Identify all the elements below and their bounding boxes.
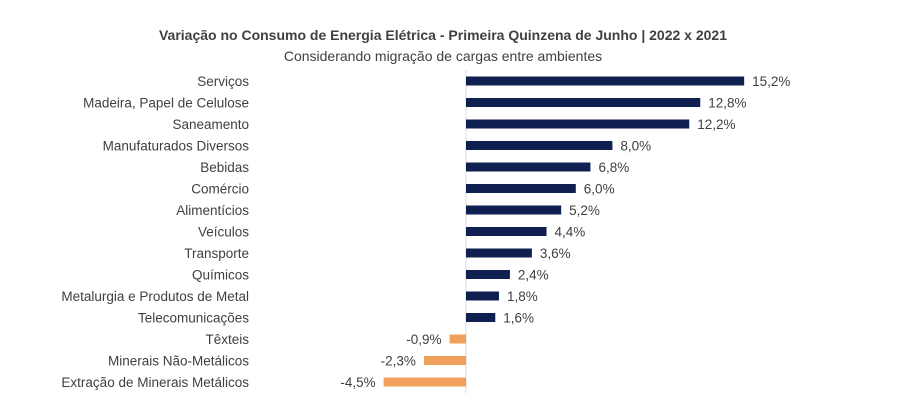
data-label: 4,4% <box>555 225 586 240</box>
data-label: 8,0% <box>620 139 651 154</box>
category-label: Bebidas <box>200 160 249 175</box>
category-label: Manufaturados Diversos <box>103 139 250 154</box>
bar <box>466 184 576 193</box>
bar <box>449 334 466 344</box>
data-label: 1,6% <box>503 311 534 326</box>
category-label: Alimentícios <box>176 203 249 218</box>
bar <box>466 76 745 86</box>
bar <box>466 98 701 107</box>
bar <box>466 227 547 236</box>
data-label: 12,8% <box>708 96 746 111</box>
category-label: Madeira, Papel de Celulose <box>83 96 249 111</box>
bar <box>466 270 510 279</box>
bar <box>466 313 496 322</box>
bar <box>466 205 562 215</box>
data-label: 2,4% <box>518 268 549 283</box>
data-label: 3,6% <box>540 246 571 261</box>
category-label: Comércio <box>191 182 249 197</box>
data-label: 5,2% <box>569 203 600 218</box>
category-label: Veículos <box>198 225 249 240</box>
data-label: -4,5% <box>340 375 375 390</box>
category-label: Têxteis <box>205 332 249 347</box>
chart-subtitle: Considerando migração de cargas entre am… <box>283 48 603 64</box>
bar <box>466 248 532 258</box>
category-label: Saneamento <box>172 117 249 132</box>
data-label: 6,0% <box>584 182 615 197</box>
chart-title: Variação no Consumo de Energia Elétrica … <box>158 27 727 43</box>
bar <box>466 162 591 172</box>
data-label: -2,3% <box>381 354 416 369</box>
bar <box>423 356 466 365</box>
category-label: Químicos <box>192 268 249 283</box>
category-label: Minerais Não-Metálicos <box>108 354 249 369</box>
bar <box>383 377 466 387</box>
bar <box>466 291 499 301</box>
data-label: -0,9% <box>406 332 441 347</box>
data-label: 1,8% <box>507 289 538 304</box>
data-label: 6,8% <box>598 160 629 175</box>
category-label: Metalurgia e Produtos de Metal <box>61 289 249 304</box>
category-label: Transporte <box>184 246 249 261</box>
bar <box>466 141 613 150</box>
data-label: 12,2% <box>697 117 735 132</box>
bar <box>466 119 690 129</box>
category-label: Serviços <box>197 74 249 89</box>
category-label: Telecomunicações <box>138 311 249 326</box>
data-label: 15,2% <box>752 74 790 89</box>
category-label: Extração de Minerais Metálicos <box>61 375 249 390</box>
